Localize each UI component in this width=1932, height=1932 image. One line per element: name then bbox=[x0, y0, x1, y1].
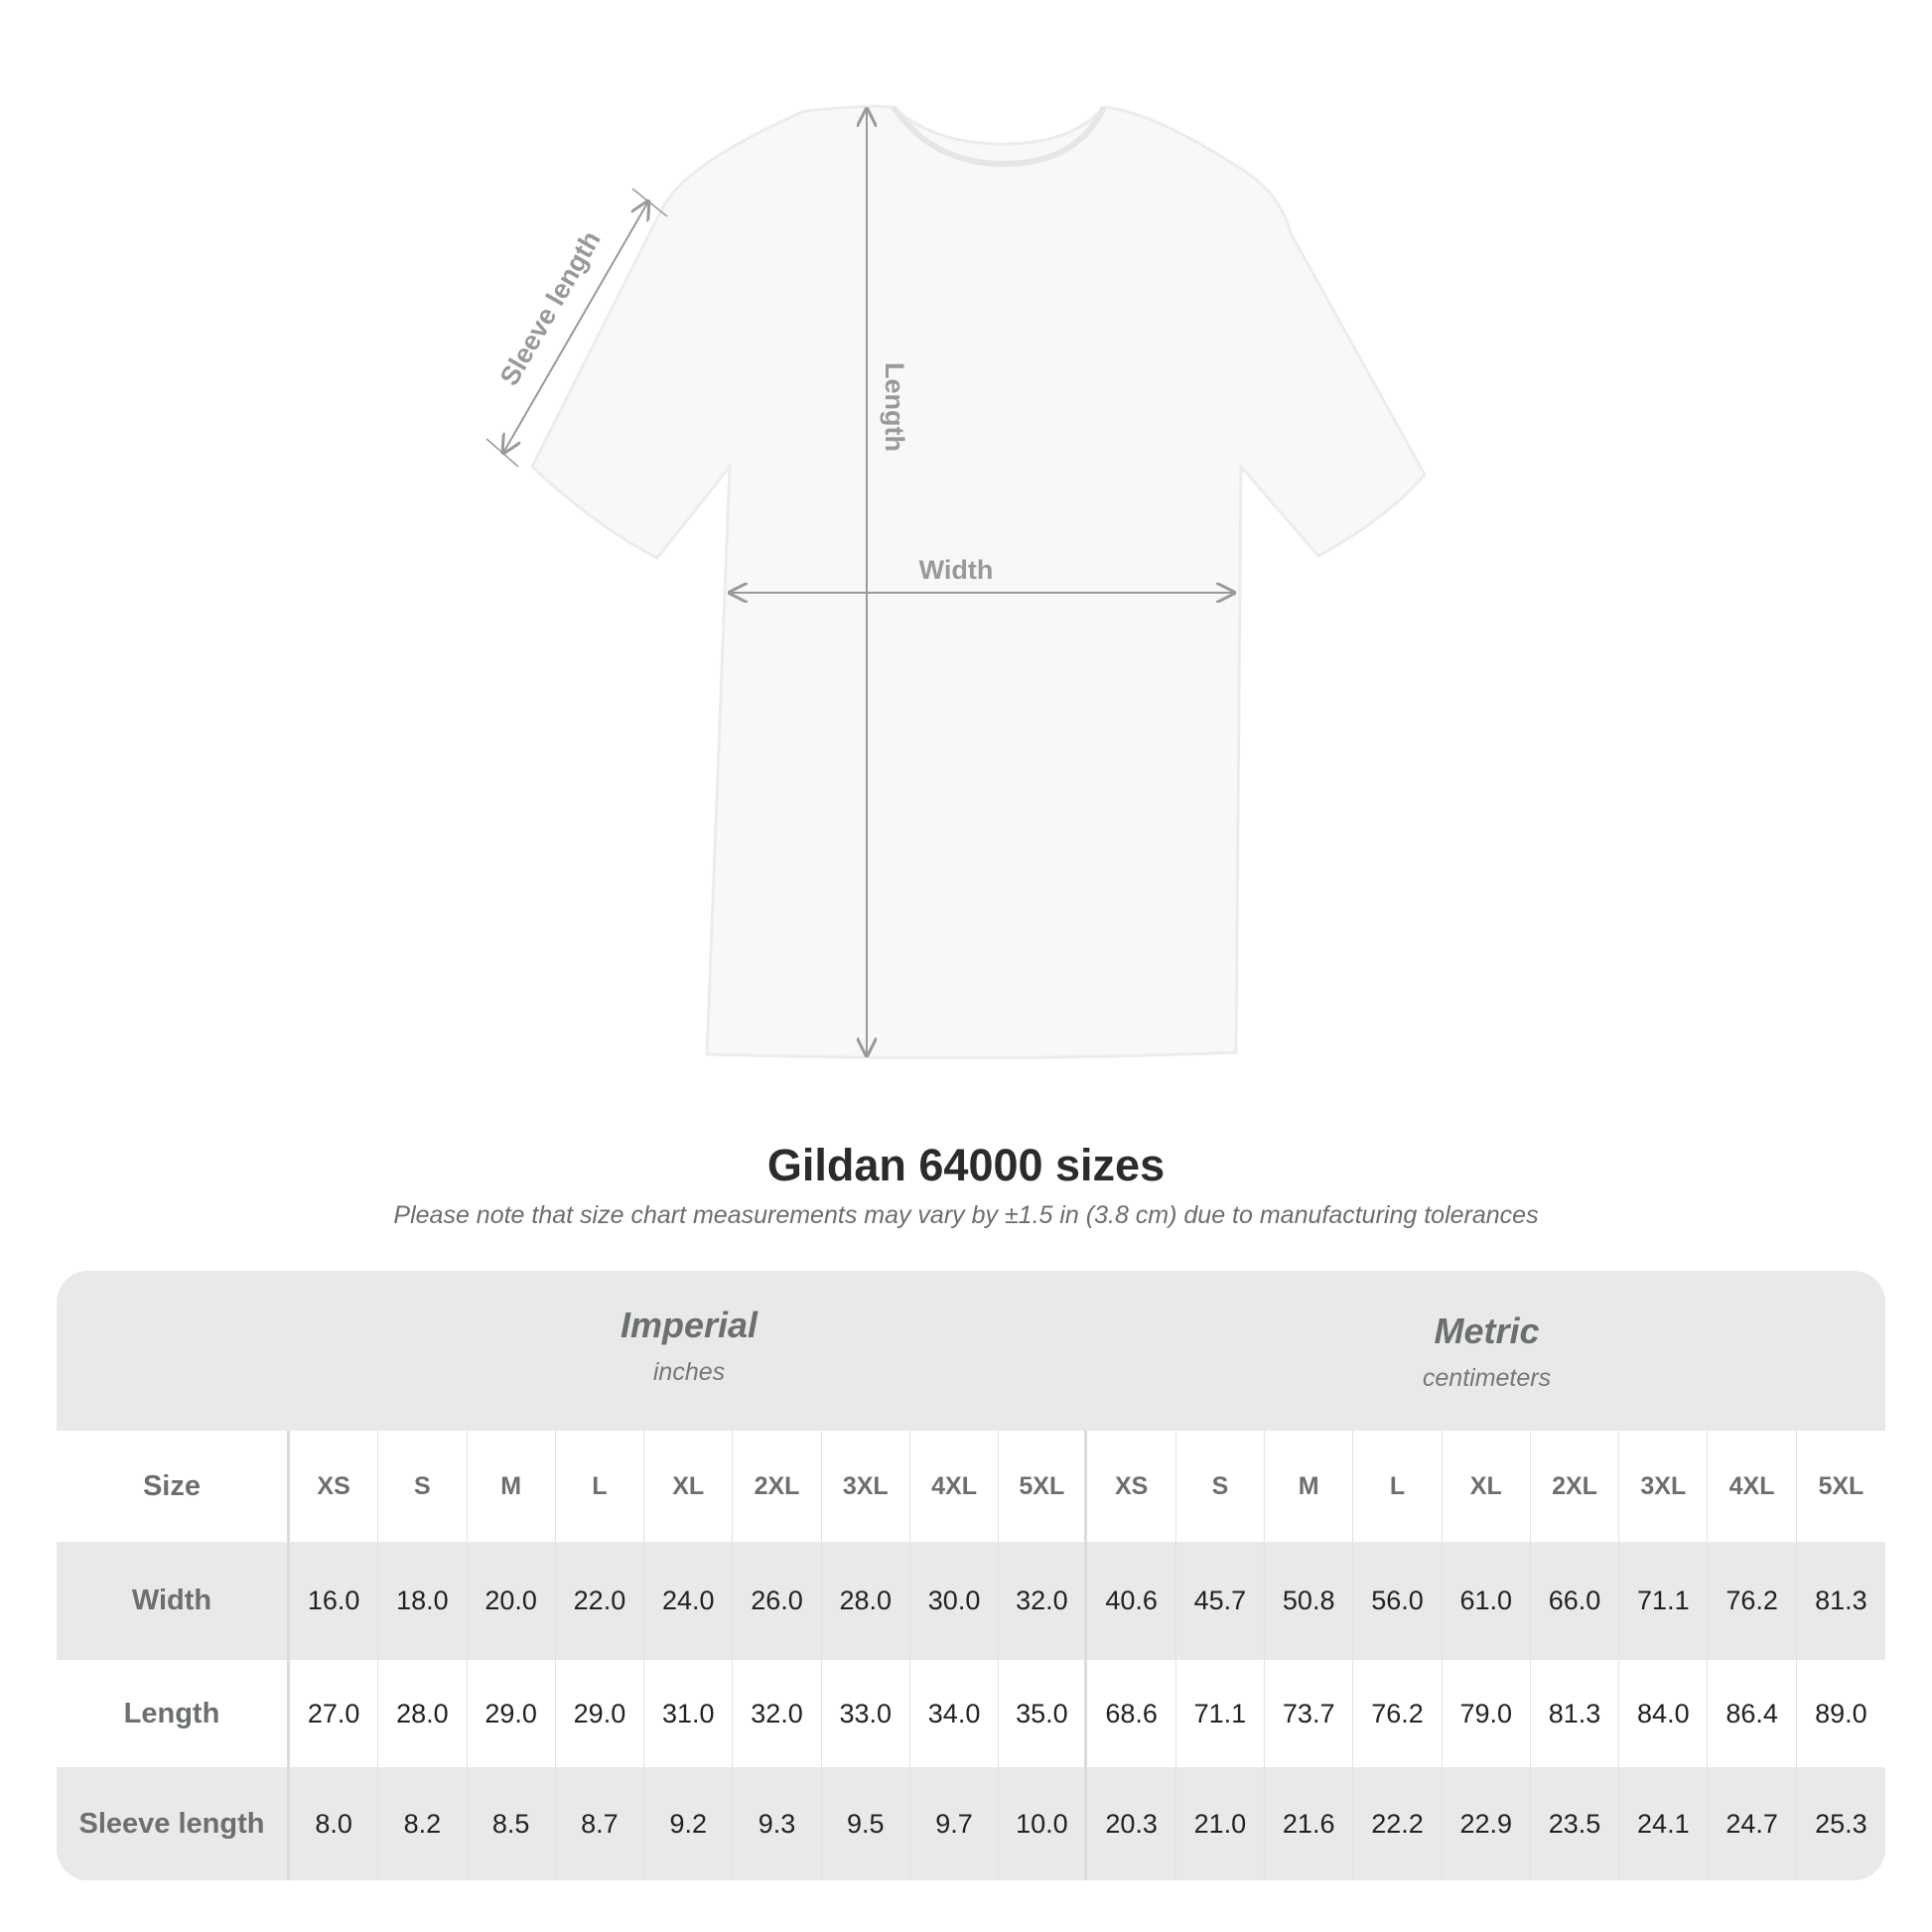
table-cell: 21.6 bbox=[1265, 1767, 1354, 1880]
table-cell: 86.4 bbox=[1708, 1660, 1797, 1767]
size-header-3xl: 3XL bbox=[822, 1431, 910, 1542]
table-cell: 18.0 bbox=[378, 1542, 468, 1660]
table-cell: 45.7 bbox=[1176, 1542, 1266, 1660]
table-cell: 33.0 bbox=[822, 1660, 910, 1767]
table-cell: 10.0 bbox=[999, 1767, 1088, 1880]
table-cell: 84.0 bbox=[1619, 1660, 1709, 1767]
size-header-2xl: 2XL bbox=[733, 1431, 822, 1542]
table-cell: 24.0 bbox=[644, 1542, 734, 1660]
row-label: Length bbox=[57, 1660, 290, 1767]
table-cell: 8.2 bbox=[378, 1767, 468, 1880]
table-cell: 89.0 bbox=[1815, 1698, 1867, 1728]
table-cell: 8.0 bbox=[290, 1767, 379, 1880]
table-cell: 68.6 bbox=[1087, 1660, 1176, 1767]
table-cell: 34.0 bbox=[910, 1660, 1000, 1767]
metric-unit: centimeters bbox=[1422, 1364, 1552, 1392]
table-cell: 29.0 bbox=[556, 1660, 645, 1767]
imperial-header: Imperial inches bbox=[290, 1271, 1088, 1464]
chart-subtitle: Please note that size chart measurements… bbox=[393, 1201, 1539, 1229]
size-header-label: Size bbox=[57, 1431, 290, 1542]
table-cell: 32.0 bbox=[999, 1542, 1088, 1660]
table-cell: 20.3 bbox=[1087, 1767, 1176, 1880]
table-cell: 81.3 bbox=[1531, 1660, 1620, 1767]
table-cell: 24.1 bbox=[1619, 1767, 1709, 1880]
size-header-l: L bbox=[1353, 1431, 1443, 1542]
table-cell: 50.8 bbox=[1265, 1542, 1354, 1660]
length-label: Length bbox=[880, 362, 909, 452]
chart-title: Gildan 64000 sizes bbox=[766, 1140, 1166, 1190]
table-cell: 16.0 bbox=[290, 1542, 379, 1660]
tshirt-body bbox=[530, 104, 1427, 1060]
size-header-5xl: 5XL bbox=[1818, 1471, 1864, 1500]
size-table: Imperial inches Metric centimeters Size X… bbox=[57, 1271, 1885, 1880]
table-cell: 23.5 bbox=[1531, 1767, 1620, 1880]
size-header-m: M bbox=[468, 1431, 556, 1542]
table-cell: 26.0 bbox=[733, 1542, 822, 1660]
size-header-xl: XL bbox=[644, 1431, 734, 1542]
size-header-2xl: 2XL bbox=[1531, 1431, 1620, 1542]
imperial-unit: inches bbox=[652, 1358, 726, 1386]
table-cell: 9.5 bbox=[822, 1767, 910, 1880]
table-cell: 9.2 bbox=[644, 1767, 734, 1880]
table-cell: 20.0 bbox=[468, 1542, 556, 1660]
metric-header: Metric centimeters bbox=[1088, 1271, 1885, 1470]
size-header-4xl: 4XL bbox=[1708, 1431, 1797, 1542]
table-cell: 24.7 bbox=[1708, 1767, 1797, 1880]
sleeve-arrow bbox=[503, 202, 648, 453]
table-cell: 73.7 bbox=[1265, 1660, 1354, 1767]
size-header-xs: XS bbox=[1087, 1431, 1176, 1542]
table-cell: 9.7 bbox=[910, 1767, 1000, 1880]
table-cell: 31.0 bbox=[644, 1660, 734, 1767]
size-header-s: S bbox=[1176, 1431, 1266, 1542]
table-cell: 8.5 bbox=[468, 1767, 556, 1880]
table-cell: 66.0 bbox=[1531, 1542, 1620, 1660]
size-header-s: S bbox=[378, 1431, 468, 1542]
table-cell: 21.0 bbox=[1176, 1767, 1266, 1880]
table-cell: 71.1 bbox=[1619, 1542, 1709, 1660]
table-cell: 56.0 bbox=[1353, 1542, 1443, 1660]
size-row: Size XS S M L XL 2XL 3XL 4XL 5XL XS S M L XL 2XL 3XL 4XL 5… bbox=[57, 1431, 1885, 1542]
table-row: Sleeve length 8.0 8.2 8.5 8.7 9.2 9.3 9.5 9.7 10.… bbox=[57, 1767, 1885, 1880]
table-cell: 29.0 bbox=[468, 1660, 556, 1767]
size-header-xs: XS bbox=[290, 1431, 379, 1542]
table-cell: 61.0 bbox=[1443, 1542, 1531, 1660]
table-cell: 79.0 bbox=[1443, 1660, 1531, 1767]
size-header-l: L bbox=[556, 1431, 645, 1542]
table-cell: 71.1 bbox=[1176, 1660, 1266, 1767]
table-cell: 35.0 bbox=[999, 1660, 1088, 1767]
table-cell: 25.3 bbox=[1815, 1808, 1867, 1839]
table-cell: 22.2 bbox=[1353, 1767, 1443, 1880]
size-header-3xl: 3XL bbox=[1619, 1431, 1709, 1542]
imperial-label: Imperial bbox=[620, 1305, 759, 1345]
metric-label: Metric bbox=[1434, 1311, 1540, 1351]
width-label: Width bbox=[919, 555, 994, 585]
table-cell: 40.6 bbox=[1087, 1542, 1176, 1660]
table-cell: 28.0 bbox=[378, 1660, 468, 1767]
tshirt-diagram: Length Width Sleeve length bbox=[485, 104, 1427, 1060]
size-header-4xl: 4XL bbox=[910, 1431, 1000, 1542]
size-header-xl: XL bbox=[1443, 1431, 1531, 1542]
table-cell: 76.2 bbox=[1353, 1660, 1443, 1767]
table-cell: 22.0 bbox=[556, 1542, 645, 1660]
table-cell: 32.0 bbox=[733, 1660, 822, 1767]
size-header-m: M bbox=[1265, 1431, 1354, 1542]
table-row: Length 27.0 28.0 29.0 29.0 31.0 32.0 33.0 34.0 35… bbox=[57, 1660, 1885, 1767]
row-label: Width bbox=[57, 1542, 290, 1660]
row-label: Sleeve length bbox=[57, 1767, 290, 1880]
table-cell: 30.0 bbox=[910, 1542, 1000, 1660]
table-cell: 22.9 bbox=[1443, 1767, 1531, 1880]
table-cell: 28.0 bbox=[822, 1542, 910, 1660]
table-cell: 9.3 bbox=[733, 1767, 822, 1880]
table-row: Width 16.0 18.0 20.0 22.0 24.0 26.0 28.0 30.0 32.… bbox=[57, 1542, 1885, 1660]
size-header-5xl: 5XL bbox=[999, 1431, 1088, 1542]
table-cell: 8.7 bbox=[556, 1767, 645, 1880]
table-cell: 81.3 bbox=[1815, 1586, 1867, 1615]
table-cell: 76.2 bbox=[1708, 1542, 1797, 1660]
table-cell: 27.0 bbox=[290, 1660, 379, 1767]
